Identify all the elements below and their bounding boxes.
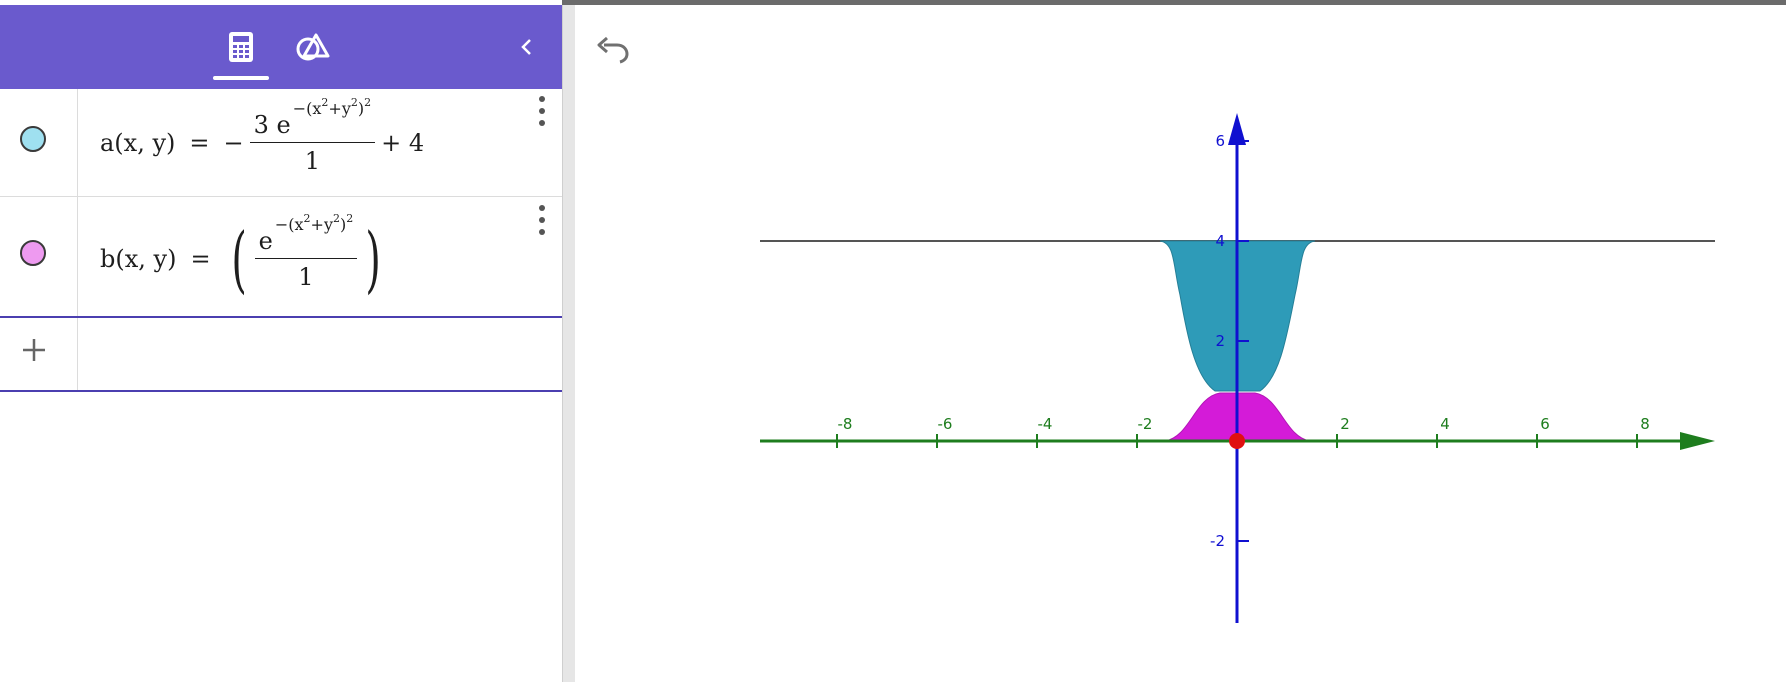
left-paren: ( (230, 217, 247, 301)
x-axis-arrow (1680, 432, 1715, 450)
3d-plot-canvas: 6 4 2 -2 -8 -6 -4 -2 2 4 6 8 (760, 113, 1715, 623)
x-tick-label: -8 (838, 415, 853, 433)
exponent-part: −(x (274, 215, 304, 234)
visibility-toggle-b[interactable] (20, 240, 46, 266)
z-tick-label: 6 (1215, 132, 1225, 150)
visibility-toggle-col (0, 89, 78, 196)
more-options-b-icon[interactable] (534, 205, 550, 235)
right-paren: ) (365, 217, 382, 301)
visibility-toggle-col (0, 197, 78, 316)
x-tick-label: 8 (1640, 415, 1650, 433)
undo-icon[interactable] (595, 35, 631, 65)
more-options-a-icon[interactable] (534, 96, 550, 126)
coefficient: 3 (253, 111, 269, 139)
exponent-square: 2 (321, 96, 329, 109)
exp-base: e (258, 227, 273, 255)
denominator-b: 1 (254, 258, 358, 291)
algebra-row-b[interactable]: b(x, y) = ( e −(x2+y2)2 1 ) (0, 197, 562, 318)
x-tick-label: -6 (938, 415, 953, 433)
z-tick-label: -2 (1210, 532, 1225, 550)
x-tick-label: 4 (1440, 415, 1450, 433)
minus-sign: − (223, 129, 244, 157)
exponent-square: 2 (364, 96, 372, 109)
function-name-a: a(x, y) (100, 129, 176, 157)
equals-sign: = (190, 245, 211, 273)
exponent-part: +y (310, 215, 333, 234)
exponent-square: 2 (350, 96, 358, 109)
exponent-square: 2 (332, 212, 340, 225)
fraction-a: 3 e −(x2+y2)2 1 (249, 96, 376, 175)
algebra-panel: a(x, y) = − 3 e −(x2+y2)2 1 + 4 b(x, y) =… (0, 0, 562, 682)
constant-term: + 4 (381, 129, 425, 157)
exponent: −(x2+y2)2 (292, 96, 372, 118)
numerator-b: e −(x2+y2)2 (255, 212, 358, 258)
chevron-left-icon (521, 39, 531, 55)
panel-toolbar (0, 5, 562, 89)
algebra-row-a[interactable]: a(x, y) = − 3 e −(x2+y2)2 1 + 4 (0, 89, 562, 197)
geometry-tools-icon (296, 33, 330, 61)
x-ticks: -8 -6 -4 -2 2 4 6 8 (836, 415, 1650, 448)
collapse-panel-button[interactable] (506, 5, 546, 89)
z-axis-arrow (1228, 113, 1246, 145)
z-ticks: 6 4 2 -2 (1210, 132, 1249, 550)
z-tick-label: 2 (1215, 332, 1225, 350)
algebra-input-row[interactable] (0, 318, 562, 392)
function-name-b: b(x, y) (100, 245, 177, 273)
exponent-square: 2 (346, 212, 354, 225)
calculator-icon (229, 32, 253, 62)
exponent-part: −(x (292, 99, 322, 118)
fraction-b: e −(x2+y2)2 1 (254, 212, 358, 291)
z-tick-label: 4 (1215, 232, 1225, 250)
origin-point[interactable] (1229, 433, 1245, 449)
equals-sign: = (189, 129, 210, 157)
x-tick-label: -2 (1138, 415, 1153, 433)
plus-icon[interactable] (20, 336, 48, 364)
3d-graphics-view[interactable]: 6 4 2 -2 -8 -6 -4 -2 2 4 6 8 (575, 5, 1786, 682)
numerator-a: 3 e −(x2+y2)2 (250, 96, 376, 142)
exp-base: e (276, 111, 291, 139)
window-top-border (0, 0, 1786, 5)
exponent-part: +y (328, 99, 351, 118)
x-tick-label: 2 (1340, 415, 1350, 433)
input-marker-col (0, 318, 78, 390)
exponent-part: ) (357, 99, 365, 118)
exponent-part: ) (339, 215, 347, 234)
visibility-toggle-a[interactable] (20, 126, 46, 152)
x-tick-label: 6 (1540, 415, 1550, 433)
exponent: −(x2+y2)2 (274, 212, 354, 234)
expression-a[interactable]: a(x, y) = − 3 e −(x2+y2)2 1 + 4 (100, 96, 425, 179)
exponent-square: 2 (303, 212, 311, 225)
denominator-a: 1 (249, 142, 376, 175)
x-tick-label: -4 (1038, 415, 1053, 433)
tab-tools[interactable] (285, 5, 341, 89)
panel-divider[interactable] (562, 5, 575, 682)
expression-b[interactable]: b(x, y) = ( e −(x2+y2)2 1 ) (100, 212, 387, 301)
tab-algebra[interactable] (213, 5, 269, 89)
